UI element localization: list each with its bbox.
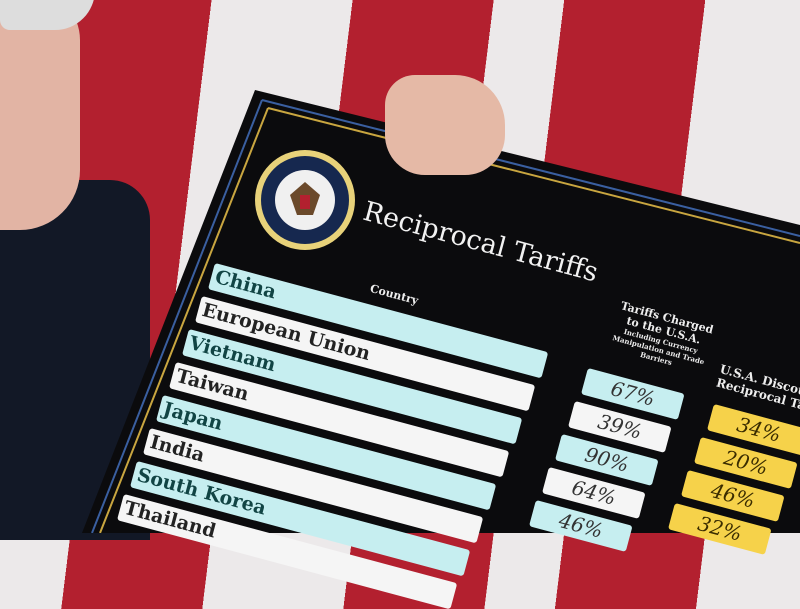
presidential-seal	[255, 150, 355, 250]
person-head	[0, 0, 80, 230]
hand	[385, 75, 505, 175]
